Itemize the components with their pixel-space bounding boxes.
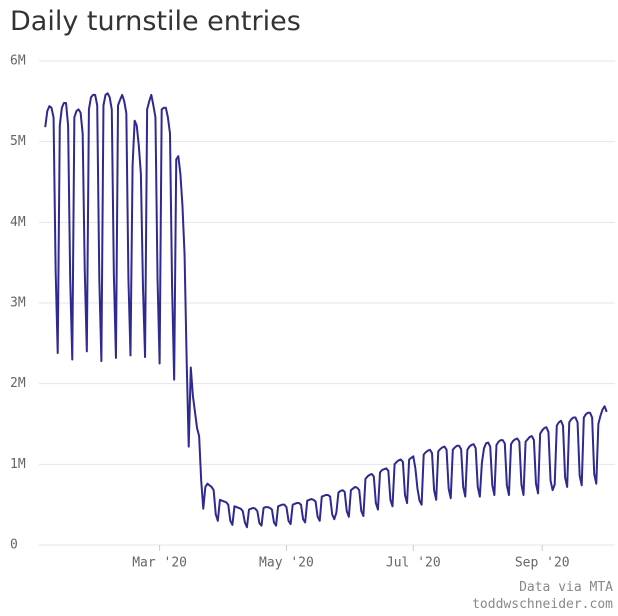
y-tick-label: 3M bbox=[10, 296, 26, 311]
y-tick-label: 6M bbox=[10, 54, 26, 69]
x-tick-label: May '20 bbox=[259, 556, 314, 571]
data-line bbox=[44, 92, 608, 529]
x-tick-label: Jul '20 bbox=[386, 556, 441, 571]
y-tick-label: 1M bbox=[10, 457, 26, 472]
y-tick-label: 0 bbox=[10, 538, 18, 553]
chart-title: Daily turnstile entries bbox=[10, 6, 301, 37]
y-tick-label: 5M bbox=[10, 134, 26, 149]
x-tick-label: Mar '20 bbox=[132, 556, 187, 571]
x-tick-label: Sep '20 bbox=[515, 556, 570, 571]
y-tick-label: 4M bbox=[10, 215, 26, 230]
credit: toddwschneider.com bbox=[472, 597, 613, 612]
credit: Data via MTA bbox=[519, 580, 613, 595]
y-tick-label: 2M bbox=[10, 376, 26, 391]
